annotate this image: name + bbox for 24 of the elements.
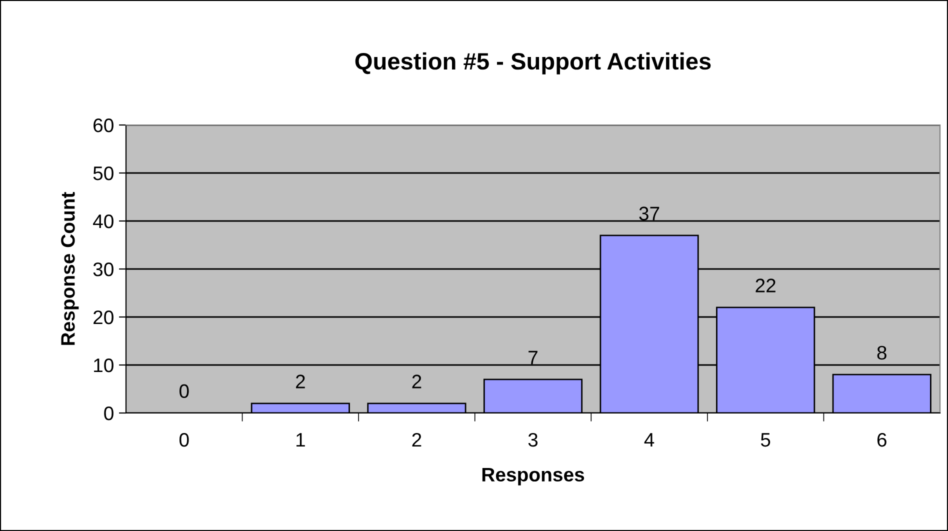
y-tick-label: 60 (94, 118, 114, 132)
data-label: 22 (756, 278, 776, 292)
data-label: 2 (412, 374, 422, 388)
x-tick-label: 6 (877, 432, 886, 447)
data-label: 37 (639, 206, 660, 220)
y-tick-label: 50 (93, 166, 114, 180)
x-tick-label: 2 (412, 432, 422, 447)
x-tick-label: 3 (528, 432, 538, 447)
x-tick-label: 4 (644, 433, 654, 447)
x-tick-label: 1 (296, 433, 305, 447)
chart-title: Question #5 - Support Activities (355, 52, 711, 74)
y-tick-label: 20 (94, 310, 114, 324)
y-tick-label: 30 (93, 262, 114, 276)
data-label: 0 (179, 384, 189, 398)
y-tick-label: 0 (104, 406, 114, 420)
x-tick-label: 0 (179, 432, 189, 447)
data-label: 2 (296, 374, 305, 388)
data-label: 8 (877, 346, 886, 360)
y-tick-label: 40 (93, 214, 114, 228)
y-tick-label: 10 (94, 358, 114, 372)
y-axis-title: Response Count (61, 192, 79, 345)
x-tick-label: 5 (760, 433, 770, 447)
data-label: 7 (528, 350, 538, 364)
x-axis-title: Responses (482, 468, 584, 486)
